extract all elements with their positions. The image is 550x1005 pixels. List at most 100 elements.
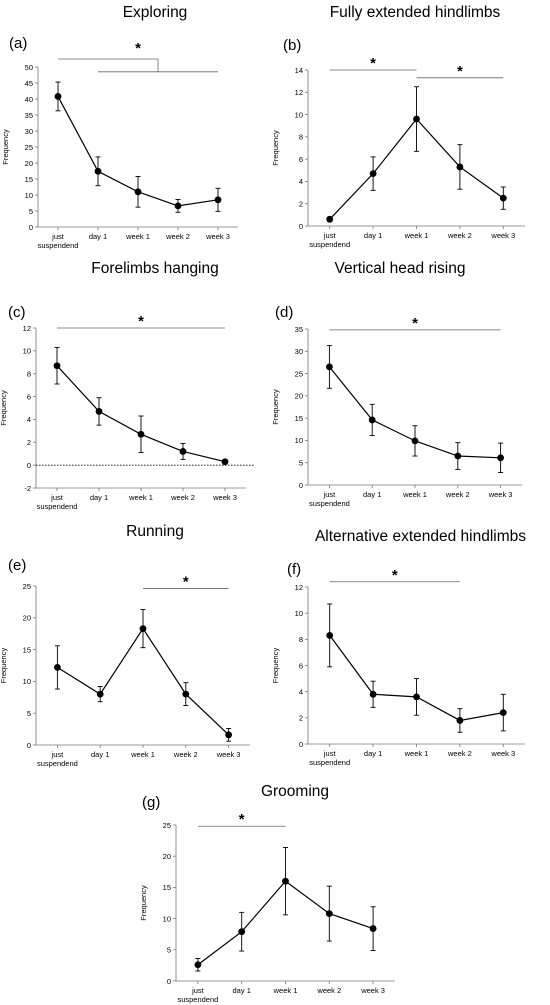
x-tick-label: week 2 [173, 750, 198, 759]
data-point [326, 363, 333, 371]
y-tick-label: 0 [27, 461, 31, 470]
data-point [413, 693, 420, 701]
panel-title: Fully extended hindlimbs [329, 4, 501, 21]
x-tick-label: just [51, 750, 65, 759]
x-tick-label: day 1 [90, 493, 108, 502]
x-tick-label: just [51, 232, 65, 241]
y-tick-label: 2 [299, 714, 303, 723]
panel-title: Forelimbs hanging [91, 260, 219, 277]
panel-letter: (f) [287, 561, 302, 578]
x-tick-label: week 3 [212, 493, 237, 502]
significance-star: * [392, 567, 398, 584]
panel-title: Vertical head rising [334, 260, 466, 277]
y-tick-label: 4 [27, 415, 31, 424]
x-tick-label: week 2 [447, 749, 472, 758]
y-tick-label: 20 [25, 159, 33, 168]
significance-star: * [457, 63, 463, 80]
y-tick-label: 5 [167, 946, 171, 955]
data-point [225, 731, 233, 739]
x-tick-label: day 1 [363, 490, 381, 499]
y-tick-label: 25 [163, 821, 171, 830]
y-tick-label: 2 [299, 200, 303, 209]
panel-letter: (c) [8, 304, 26, 321]
y-tick-label: 15 [25, 175, 33, 184]
data-point [326, 632, 334, 639]
y-tick-label: 20 [163, 852, 171, 861]
data-point [454, 452, 462, 460]
data-point [369, 690, 377, 698]
x-tick-label: day 1 [89, 232, 107, 241]
y-tick-label: 15 [295, 414, 303, 423]
data-point [54, 93, 62, 100]
x-tick-label: week 1 [130, 750, 155, 759]
y-tick-label: 35 [25, 111, 33, 120]
panel-letter: (a) [9, 35, 28, 52]
data-point [413, 115, 420, 123]
data-point [238, 928, 246, 936]
y-axis-label: Frequency [0, 390, 8, 426]
y-tick-label: 25 [25, 143, 33, 152]
x-tick-label: week 3 [360, 986, 385, 995]
y-tick-label: 0 [27, 741, 31, 750]
y-tick-label: 2 [27, 438, 31, 447]
x-tick-label: suspendend [38, 241, 79, 250]
panel-title: Running [126, 523, 184, 540]
x-tick-label: week 1 [404, 749, 429, 758]
y-tick-label: 0 [29, 223, 33, 232]
x-tick-label: day 1 [91, 750, 109, 759]
y-tick-label: 6 [299, 155, 303, 164]
data-point [54, 664, 61, 671]
y-tick-label: 10 [295, 110, 303, 119]
y-tick-label: 10 [23, 347, 31, 356]
y-tick-label: 5 [299, 459, 303, 468]
y-tick-label: 0 [167, 977, 171, 986]
x-tick-label: week 1 [125, 232, 150, 241]
data-point [214, 196, 222, 204]
panel-a: Exploring (a) 0 5 10 15 20 25 30 35 40 45 50 just su… [0, 0, 275, 260]
y-tick-label: 6 [27, 392, 31, 401]
x-tick-label: just [323, 490, 337, 499]
data-point [456, 163, 464, 171]
significance-star: * [183, 574, 189, 591]
x-tick-label: suspendend [309, 758, 350, 767]
data-point [411, 437, 419, 445]
panel-letter: (g) [142, 794, 161, 811]
significance-star: * [138, 313, 144, 330]
y-tick-label: 12 [295, 88, 303, 97]
significance-star: * [239, 811, 245, 828]
data-point [369, 170, 377, 178]
x-tick-label: week 2 [447, 231, 472, 240]
y-tick-label: 25 [295, 369, 303, 378]
y-tick-label: -2 [24, 484, 31, 493]
y-tick-label: 10 [295, 609, 303, 618]
panel-e: Running (e) 0 5 10 15 20 25 just suspendend day … [0, 520, 275, 780]
y-tick-label: 0 [299, 222, 303, 231]
data-point [139, 625, 147, 633]
data-point [368, 416, 376, 424]
x-tick-label: week 2 [316, 986, 341, 995]
panel-letter: (b) [283, 37, 302, 54]
data-point [96, 690, 104, 698]
data-point [326, 215, 334, 223]
data-point [94, 167, 102, 175]
x-tick-label: suspendend [309, 499, 350, 508]
x-tick-label: week 3 [205, 232, 230, 241]
x-tick-label: suspendend [37, 759, 78, 768]
panel-g: Grooming (g) 0 5 10 15 20 25 just suspendend day… [139, 780, 415, 1005]
y-tick-label: 4 [299, 687, 303, 696]
data-point [194, 961, 202, 969]
panel-title: Alternative extended hindlimbs [314, 528, 527, 545]
y-tick-label: 20 [23, 614, 31, 623]
x-tick-label: week 1 [128, 493, 153, 502]
panel-title: Exploring [122, 4, 188, 21]
panel-f: Alternative extended hindlimbs (f) 0 2 4 6 8… [271, 520, 550, 780]
x-tick-label: just [323, 749, 337, 758]
y-tick-label: 10 [25, 191, 33, 200]
y-tick-label: 5 [27, 709, 31, 718]
data-point [456, 717, 464, 724]
x-tick-label: week 1 [402, 490, 427, 499]
